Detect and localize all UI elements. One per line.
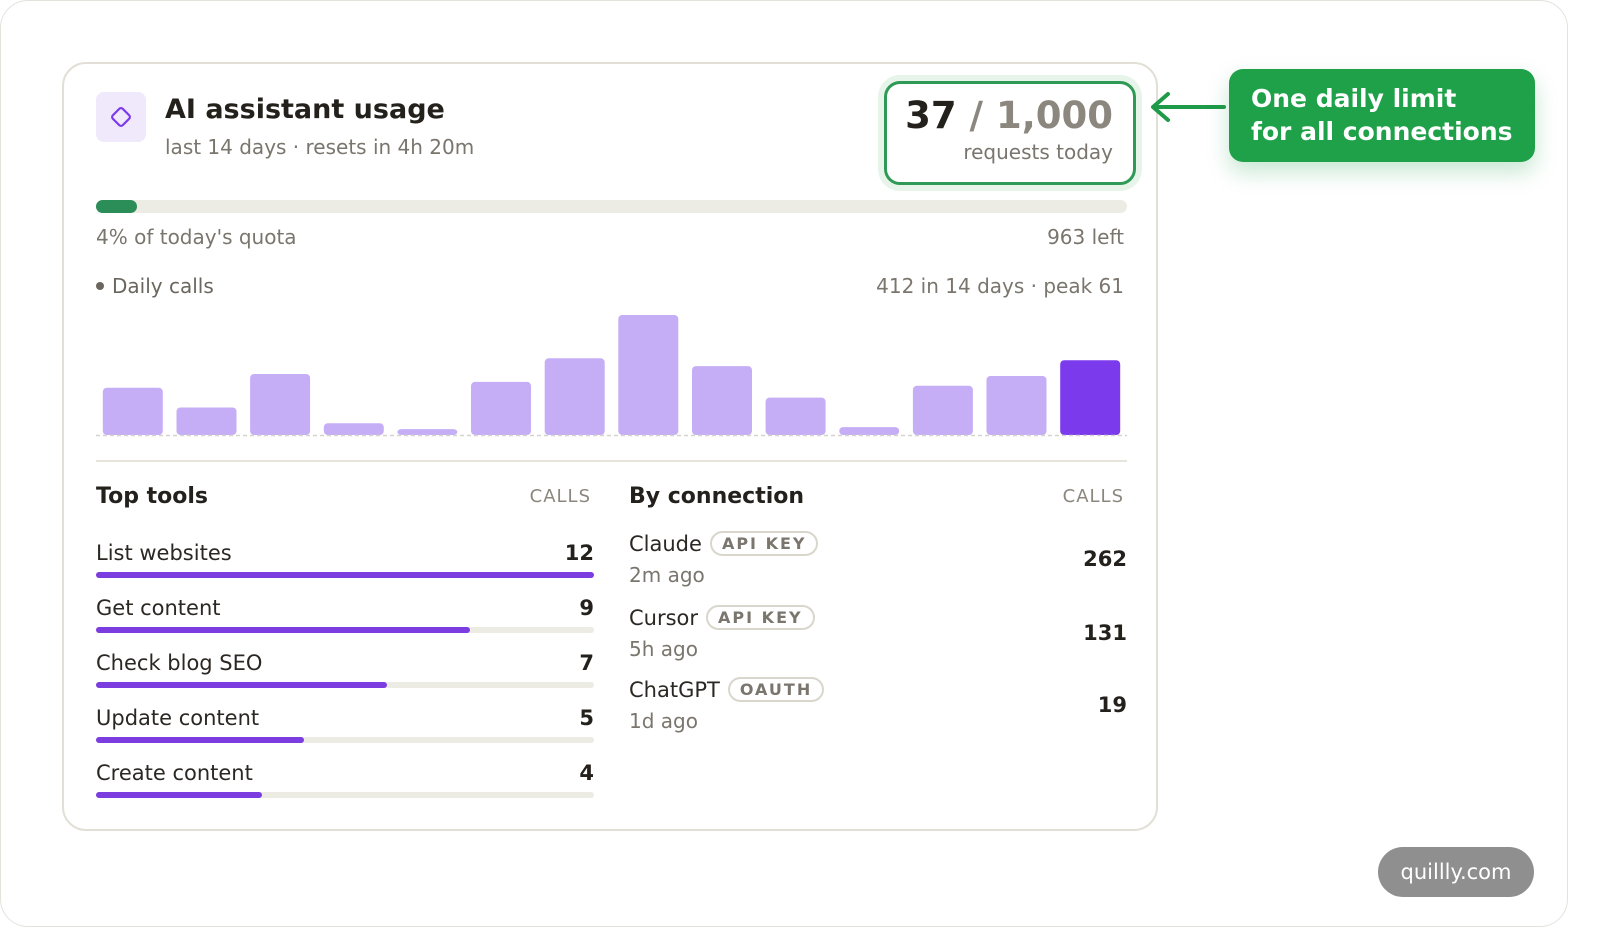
chart-bar[interactable] — [544, 358, 605, 435]
chart-bar[interactable] — [986, 376, 1047, 435]
auth-type-badge: OAUTH — [727, 677, 825, 702]
arrow-left-icon — [1151, 92, 1226, 122]
quota-progress-bar — [96, 200, 1127, 213]
tool-calls: 12 — [564, 541, 594, 565]
quota-separator: / — [969, 94, 984, 137]
tool-row[interactable]: Create content 4 — [96, 761, 594, 816]
chart-bar[interactable] — [397, 429, 458, 435]
tool-calls: 5 — [579, 706, 594, 730]
chart-bar[interactable] — [250, 374, 311, 435]
tool-bar-track — [96, 572, 594, 578]
quota-remaining: 963 left — [1047, 225, 1124, 249]
auth-type-badge: API KEY — [706, 605, 815, 630]
tool-calls: 9 — [579, 596, 594, 620]
tool-bar-track — [96, 792, 594, 798]
tool-row[interactable]: Update content 5 — [96, 706, 594, 761]
chart-bar[interactable] — [323, 423, 384, 435]
quota-count: 37 / 1,000 — [887, 94, 1113, 138]
chart-bar[interactable] — [839, 427, 900, 435]
quota-box: 37 / 1,000 requests today — [884, 81, 1136, 185]
chart-legend: Daily calls — [96, 274, 214, 298]
callout-line-2: for all connections — [1251, 117, 1513, 146]
tool-name: Update content — [96, 706, 260, 730]
tool-bar-fill — [96, 627, 470, 633]
top-tools-calls-label: CALLS — [529, 486, 591, 507]
connection-name: Cursor — [629, 605, 699, 630]
tool-name: Create content — [96, 761, 253, 785]
connection-row[interactable]: Cursor API KEY 5h ago 131 — [629, 605, 1127, 675]
connection-calls: 131 — [1083, 621, 1127, 645]
tool-bar-track — [96, 682, 594, 688]
section-divider — [96, 460, 1127, 462]
tool-name: List websites — [96, 541, 232, 565]
card-title: AI assistant usage — [165, 94, 445, 125]
quota-label: requests today — [963, 140, 1113, 164]
tool-row[interactable]: List websites 12 — [96, 541, 594, 596]
connection-calls: 19 — [1097, 693, 1127, 717]
connection-name-wrap: ChatGPT OAUTH — [629, 677, 825, 702]
quota-percent: 4% of today's quota — [96, 225, 297, 249]
connection-last-used: 1d ago — [629, 709, 698, 733]
legend-dot — [96, 281, 104, 290]
chart-bar[interactable] — [471, 381, 531, 435]
tool-bar-fill — [96, 682, 387, 688]
chart-bar[interactable] — [618, 315, 679, 435]
tool-bar-track — [96, 627, 594, 633]
chart-bar[interactable] — [1060, 360, 1121, 435]
tool-name: Get content — [96, 596, 221, 620]
card-subtitle: last 14 days · resets in 4h 20m — [165, 135, 475, 159]
tool-row[interactable]: Check blog SEO 7 — [96, 651, 594, 706]
tool-calls: 4 — [579, 761, 594, 785]
usage-card: AI assistant usage last 14 days · resets… — [62, 62, 1158, 831]
connection-calls: 262 — [1083, 547, 1127, 571]
daily-calls-chart — [96, 315, 1127, 437]
tool-row[interactable]: Get content 9 — [96, 596, 594, 651]
diamond-icon — [96, 92, 146, 142]
tool-calls: 7 — [579, 651, 594, 675]
tool-bar-fill — [96, 737, 304, 743]
connection-last-used: 5h ago — [629, 637, 698, 661]
brand-badge[interactable]: quillly.com — [1378, 847, 1534, 897]
chart-summary: 412 in 14 days · peak 61 — [876, 274, 1124, 298]
quota-limit: 1,000 — [995, 94, 1113, 137]
connection-row[interactable]: Claude API KEY 2m ago 262 — [629, 531, 1127, 601]
by-connection-heading: By connection — [629, 484, 805, 509]
tool-bar-fill — [96, 572, 594, 578]
chart-bar[interactable] — [176, 407, 237, 436]
chart-bar[interactable] — [765, 397, 826, 435]
chart-bar[interactable] — [102, 387, 163, 435]
tool-name: Check blog SEO — [96, 651, 263, 675]
chart-bar[interactable] — [692, 366, 752, 435]
connection-last-used: 2m ago — [629, 563, 705, 587]
top-tools-heading: Top tools — [96, 484, 208, 509]
connection-name-wrap: Claude API KEY — [629, 531, 819, 556]
connections-calls-label: CALLS — [1062, 486, 1124, 507]
chart-bar[interactable] — [912, 385, 973, 435]
connection-name-wrap: Cursor API KEY — [629, 605, 815, 630]
auth-type-badge: API KEY — [709, 531, 819, 556]
connection-name: ChatGPT — [629, 677, 720, 702]
quota-progress-fill — [96, 200, 138, 213]
callout-line-1: One daily limit — [1251, 84, 1457, 113]
tool-bar-fill — [96, 792, 262, 798]
tool-bar-track — [96, 737, 594, 743]
legend-label: Daily calls — [112, 274, 214, 298]
connection-name: Claude — [629, 531, 702, 556]
quota-used: 37 — [905, 94, 957, 137]
connection-row[interactable]: ChatGPT OAUTH 1d ago 19 — [629, 677, 1127, 747]
callout-daily-limit: One daily limit for all connections — [1229, 69, 1535, 162]
